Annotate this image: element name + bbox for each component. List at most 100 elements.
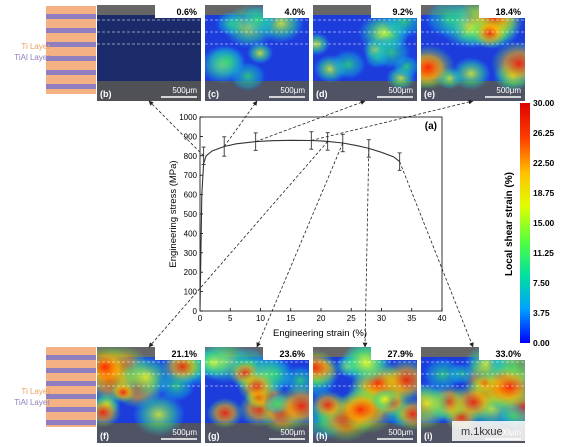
ti-layer-label-top: Ti Layer: [21, 42, 50, 51]
colorbar-tick-label: 26.25: [533, 128, 555, 138]
ti-layer-label-bottom: Ti Layer: [21, 387, 50, 396]
scale-bar-label: 500μm: [388, 428, 413, 437]
top-panel-2: 9.2% (d) 500μm: [313, 5, 417, 101]
x-tick-label: 25: [347, 314, 356, 323]
strain-hotspot: [313, 32, 331, 56]
y-tick-label: 900: [184, 132, 198, 141]
scale-bar-label: 500μm: [172, 428, 197, 437]
strain-hotspot: [370, 35, 413, 70]
bot-panel-1: 23.6% (g) 500μm: [205, 347, 309, 443]
panel-arrow: [148, 100, 204, 157]
speckle-band-bottom: [97, 81, 201, 101]
strain-hotspot: [421, 45, 456, 90]
x-tick-label: 20: [317, 314, 326, 323]
x-tick-label: 0: [198, 314, 203, 323]
speckle-band-bottom: [205, 81, 309, 101]
tial-layer-label-top: TiAl Layer: [14, 53, 50, 62]
strain-hotspot: [206, 397, 244, 429]
strain-label-box: [155, 347, 201, 360]
strain-label-box: [155, 5, 201, 18]
strain-hotspot: [450, 383, 497, 422]
panel-strain-label: 27.9%: [387, 349, 413, 359]
top-panel-0: 0.6% (b) 500μm: [97, 5, 201, 101]
strain-label-box: [479, 347, 525, 360]
bot-panel-2: 27.9% (h) 500μm: [313, 347, 417, 443]
strain-label-box: [371, 347, 417, 360]
scale-bar-label: 500μm: [388, 86, 413, 95]
colorbar-tick-label: 3.75: [533, 308, 550, 318]
y-tick-label: 800: [184, 152, 198, 161]
panel-strain-label: 21.1%: [171, 349, 197, 359]
dic-panels-bottom: 21.1% (f) 500μm 23.6% (g) 500μm 27.9% (h) 500μm 3…: [97, 347, 525, 443]
x-tick-label: 15: [286, 314, 295, 323]
panel-strain-label: 0.6%: [176, 7, 197, 17]
x-tick-label: 10: [256, 314, 265, 323]
strain-hotspot: [329, 49, 367, 80]
y-tick-label: 600: [184, 191, 198, 200]
strain-hotspot: [205, 44, 248, 79]
strain-hotspot: [110, 381, 136, 403]
strain-hotspot: [451, 57, 492, 91]
y-tick-label: 500: [184, 210, 198, 219]
scale-bar-label: 500μm: [280, 86, 305, 95]
y-tick-label: 700: [184, 171, 198, 180]
y-axis-label: Engineering stress (MPa): [168, 160, 179, 267]
panel-letter-label: (b): [100, 89, 112, 99]
x-axis-label: Engineering strain (%): [273, 328, 367, 339]
x-tick-label: 30: [377, 314, 386, 323]
panel-arrow: [256, 142, 344, 348]
strain-hotspot: [313, 349, 337, 386]
scale-bar-label: 500μm: [172, 86, 197, 95]
strain-colorbar: 30.00 26.25 22.50 18.75 15.00 11.25 7.50 3.75 0.…: [504, 98, 555, 348]
panel-arrow: [148, 141, 328, 348]
speckle-band-top: [313, 5, 417, 15]
panel-strain-label: 33.0%: [495, 349, 521, 359]
speckle-band-top: [97, 5, 201, 15]
panel-arrow: [399, 161, 474, 348]
y-tick-label: 300: [184, 249, 198, 258]
panel-letter-label: (d): [316, 89, 328, 99]
panel-letter-label: (c): [208, 89, 219, 99]
strain-hotspot: [97, 397, 122, 428]
x-tick-label: 35: [407, 314, 416, 323]
y-tick-label: 200: [184, 268, 198, 277]
y-tick-label: 400: [184, 229, 198, 238]
panel-arrows: [148, 99, 474, 348]
y-tick-label: 100: [184, 288, 198, 297]
y-tick-label: 0: [193, 307, 198, 316]
panel-strain-label: 9.2%: [392, 7, 413, 17]
watermark-background: [452, 421, 532, 441]
strain-label-box: [263, 347, 309, 360]
bot-panel-3: 33.0%(i)500μm: [421, 347, 525, 443]
panel-letter-label: (f): [100, 431, 109, 441]
panel-strain-label: 4.0%: [284, 7, 305, 17]
panel-strain-label: 23.6%: [279, 349, 305, 359]
colorbar-tick-label: 30.00: [533, 98, 555, 108]
layer-schematic-top: [46, 6, 96, 94]
scale-bar-label: 500μm: [496, 86, 521, 95]
y-tick-label: 1000: [179, 113, 197, 122]
strain-hotspot: [491, 40, 525, 87]
strain-hotspot: [423, 5, 474, 40]
tial-layer-label-bottom: TiAl Layer: [14, 398, 50, 407]
x-tick-label: 5: [228, 314, 233, 323]
colorbar-tick-label: 11.25: [533, 248, 554, 258]
colorbar-title: Local shear strain (%): [504, 172, 515, 276]
scale-bar-label: 500μm: [280, 428, 305, 437]
panel-arrow: [255, 100, 366, 143]
strain-label-box: [371, 5, 417, 18]
strain-hotspot: [471, 17, 509, 49]
strain-hotspot: [97, 347, 132, 390]
colorbar-tick-label: 15.00: [533, 218, 555, 228]
strain-hotspot: [205, 347, 234, 380]
strain-hotspot: [392, 397, 417, 431]
panel-arrow: [311, 99, 474, 141]
layer-schematic-bottom: [46, 347, 96, 427]
panel-letter-label: (e): [424, 89, 435, 99]
colorbar-tick-label: 7.50: [533, 278, 550, 288]
plot-frame: [199, 116, 443, 312]
chart-panel-label: (a): [425, 121, 437, 132]
speckle-band-top: [97, 347, 201, 357]
